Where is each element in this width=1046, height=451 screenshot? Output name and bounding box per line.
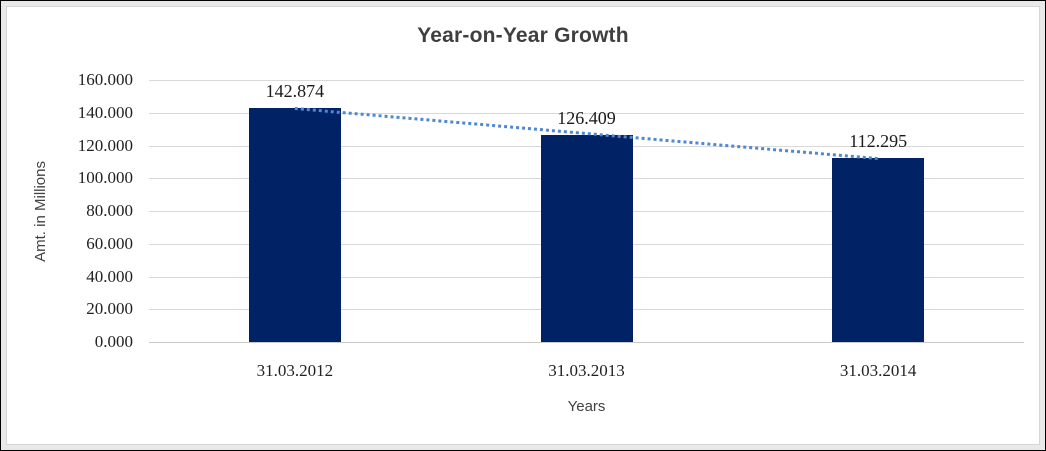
y-tick-label: 40.000 bbox=[86, 266, 133, 286]
x-tick-label: 31.03.2013 bbox=[548, 361, 625, 380]
y-tick-label: 20.000 bbox=[86, 299, 133, 319]
data-label: 142.874 bbox=[265, 81, 325, 102]
x-axis-title: Years bbox=[567, 398, 606, 415]
y-tick-label: 120.000 bbox=[77, 135, 133, 155]
data-label: 126.409 bbox=[557, 108, 616, 128]
y-tick-label: 80.000 bbox=[86, 201, 133, 220]
x-tick-label: 31.03.2014 bbox=[839, 361, 917, 380]
data-label: 112.295 bbox=[849, 131, 908, 152]
y-tick-label: 0.000 bbox=[94, 332, 133, 351]
gridline bbox=[149, 80, 1024, 81]
y-tick-label: 140.000 bbox=[77, 102, 133, 122]
y-tick-label: 100.000 bbox=[77, 168, 133, 188]
bar-31.03.2012[interactable] bbox=[248, 108, 341, 342]
gridline bbox=[149, 112, 1024, 114]
x-tick-label: 31.03.2012 bbox=[256, 361, 334, 380]
chart-panel[interactable]: Year-on-Year Growth Amt. in Millions 0.0… bbox=[6, 6, 1040, 445]
y-tick-label: 160.000 bbox=[77, 70, 133, 89]
bar-31.03.2013[interactable] bbox=[540, 135, 633, 342]
x-axis-line bbox=[149, 342, 1024, 343]
bar-31.03.2014[interactable] bbox=[832, 158, 925, 342]
chart-title: Year-on-Year Growth bbox=[417, 24, 629, 47]
y-tick-label: 60.000 bbox=[86, 233, 133, 253]
